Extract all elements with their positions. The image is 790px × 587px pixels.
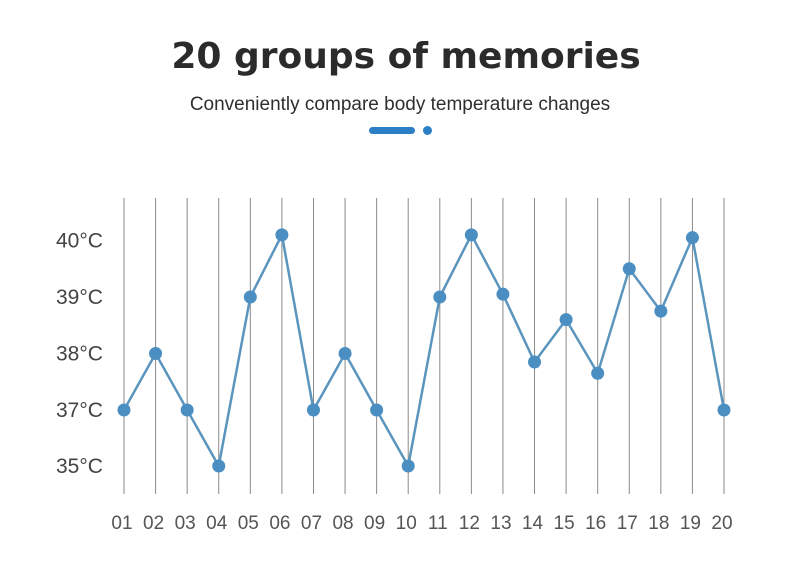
data-point-14	[528, 355, 542, 369]
data-point-20	[717, 403, 731, 417]
data-point-12	[464, 228, 478, 242]
x-tick-label-08: 08	[332, 513, 353, 534]
data-point-08	[338, 347, 352, 360]
temperature-series-line	[122, 233, 726, 468]
x-tick-label-17: 17	[617, 513, 638, 534]
x-tick-label-01: 01	[111, 513, 132, 534]
grid-lines	[123, 198, 725, 494]
data-point-15	[559, 313, 573, 327]
x-tick-label-03: 03	[175, 513, 196, 534]
data-point-05	[243, 290, 257, 304]
x-tick-label-06: 06	[269, 513, 290, 534]
x-tick-label-11: 11	[428, 513, 448, 534]
series-line	[122, 233, 726, 468]
x-tick-label-13: 13	[490, 513, 511, 534]
x-tick-label-07: 07	[301, 513, 322, 534]
x-tick-label-14: 14	[522, 513, 544, 534]
page-title: 20 groups of memories	[171, 36, 641, 77]
x-tick-label-19: 19	[680, 513, 701, 534]
accent-bar	[369, 127, 415, 134]
x-tick-label-09: 09	[364, 513, 385, 534]
x-tick-label-18: 18	[648, 513, 669, 534]
x-tick-label-02: 02	[143, 513, 164, 534]
y-tick-label-39: 39°C	[56, 286, 103, 309]
x-tick-label-05: 05	[238, 513, 259, 534]
data-point-03	[180, 403, 194, 417]
x-tick-label-20: 20	[711, 513, 732, 534]
data-point-09	[370, 403, 384, 417]
x-tick-label-15: 15	[554, 513, 575, 534]
y-tick-label-38: 38°C	[56, 343, 103, 366]
data-point-01	[117, 403, 131, 417]
data-point-19	[685, 231, 699, 245]
data-point-06	[275, 228, 289, 242]
data-point-07	[306, 403, 320, 417]
x-tick-label-10: 10	[396, 513, 417, 534]
y-tick-label-37: 37°C	[56, 399, 103, 422]
x-axis-labels: 01 02 03 04 05 06 07 08 09 10 11 12 13 14 15 16 17 18 19 20	[111, 513, 732, 534]
series-points	[117, 228, 731, 473]
y-tick-label-40: 40°C	[56, 230, 103, 253]
x-tick-label-16: 16	[585, 513, 606, 534]
data-point-18	[654, 304, 668, 318]
y-axis-labels: 35°C 37°C 38°C 39°C 40°C	[56, 230, 103, 479]
data-point-11	[433, 290, 447, 304]
data-point-17	[622, 262, 636, 276]
x-tick-label-12: 12	[459, 513, 480, 534]
data-point-10	[401, 459, 415, 473]
y-tick-label-35: 35°C	[56, 455, 103, 478]
data-point-02	[149, 347, 163, 360]
data-point-16	[591, 366, 605, 380]
accent-dot	[423, 126, 432, 135]
page-subtitle: Conveniently compare body temperature ch…	[189, 94, 611, 115]
data-point-13	[496, 287, 510, 301]
x-tick-label-04: 04	[206, 513, 228, 534]
data-point-04	[212, 459, 226, 473]
